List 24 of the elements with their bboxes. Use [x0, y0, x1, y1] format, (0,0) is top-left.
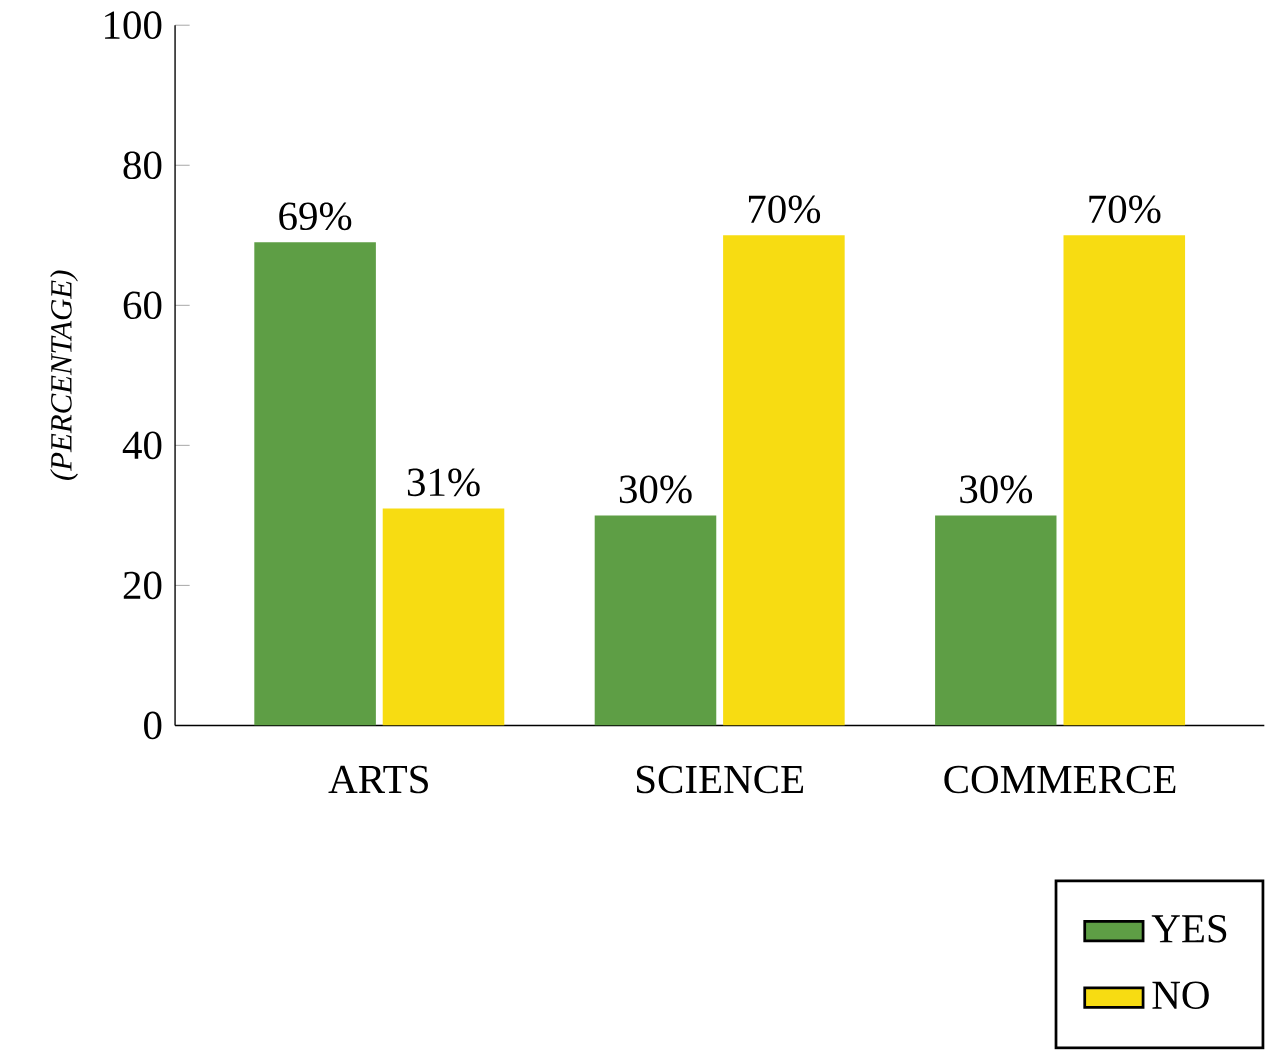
bar — [594, 515, 717, 726]
legend-label: YES — [1151, 914, 1227, 943]
data-label: 70% — [748, 195, 821, 224]
y-tick-label: 60 — [123, 291, 162, 320]
bar — [935, 515, 1057, 726]
bar — [382, 508, 505, 726]
data-label: 31% — [407, 468, 480, 497]
y-tick-label: 40 — [122, 431, 162, 460]
y-tick-label: 20 — [123, 571, 162, 600]
x-tick-label: SCIENCE — [636, 765, 804, 794]
y-tick-label: 0 — [144, 711, 162, 740]
data-label: 30% — [619, 475, 692, 504]
legend-label: NO — [1152, 981, 1209, 1010]
y-tick-label: 100 — [105, 11, 162, 39]
data-label: 69% — [279, 202, 352, 231]
bar — [1063, 235, 1186, 726]
y-tick-label: 80 — [123, 151, 162, 180]
data-label: 30% — [960, 475, 1033, 504]
x-tick-label: ARTS — [328, 765, 428, 794]
bar — [723, 235, 845, 726]
bar — [254, 242, 376, 726]
y-axis-title: (PERCENTAGE) — [50, 270, 78, 480]
x-tick-label: COMMERCE — [944, 765, 1176, 794]
data-label: 70% — [1089, 195, 1161, 224]
